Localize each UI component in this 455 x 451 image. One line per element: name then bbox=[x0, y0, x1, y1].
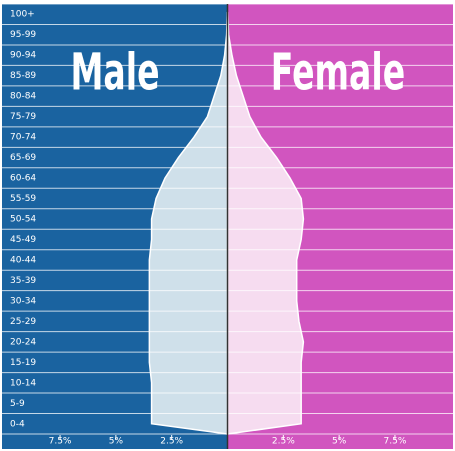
legend-entry: Male bbox=[70, 43, 159, 102]
y-tick-label: 40-44 bbox=[10, 255, 36, 265]
y-tick-label: 100+ bbox=[10, 10, 35, 20]
y-tick-label: 55-59 bbox=[10, 194, 36, 204]
y-tick-label: 30-34 bbox=[10, 296, 36, 306]
x-tick-label: 7.5% bbox=[49, 437, 72, 447]
y-tick-label: 50-54 bbox=[10, 215, 36, 225]
x-tick-label: 5% bbox=[332, 437, 347, 447]
y-tick-label: 85-89 bbox=[10, 71, 36, 81]
y-tick-label: 35-39 bbox=[10, 276, 36, 286]
y-tick-label: 80-84 bbox=[10, 92, 36, 102]
y-tick-label: 5-9 bbox=[10, 399, 25, 409]
x-tick-label: 2.5% bbox=[160, 437, 183, 447]
y-tick-label: 75-79 bbox=[10, 112, 36, 122]
y-tick-label: 95-99 bbox=[10, 30, 36, 40]
y-tick-label: 90-94 bbox=[10, 51, 36, 61]
x-tick-label: 2.5% bbox=[272, 437, 295, 447]
y-tick-label: 60-64 bbox=[10, 174, 36, 184]
legend-label: Male bbox=[70, 43, 159, 102]
legend-label: Female bbox=[271, 43, 405, 102]
y-tick-label: 10-14 bbox=[10, 378, 36, 388]
x-tick-label: 5% bbox=[109, 437, 124, 447]
y-tick-label: 25-29 bbox=[10, 317, 36, 327]
y-tick-label: 15-19 bbox=[10, 358, 36, 368]
y-tick-label: 65-69 bbox=[10, 153, 36, 163]
legend-entry: Female bbox=[271, 43, 405, 102]
x-tick-label: 7.5% bbox=[384, 437, 407, 447]
y-tick-label: 20-24 bbox=[10, 337, 36, 347]
y-tick-label: 45-49 bbox=[10, 235, 36, 245]
y-tick-label: 0-4 bbox=[10, 419, 25, 429]
y-tick-label: 70-74 bbox=[10, 133, 36, 143]
